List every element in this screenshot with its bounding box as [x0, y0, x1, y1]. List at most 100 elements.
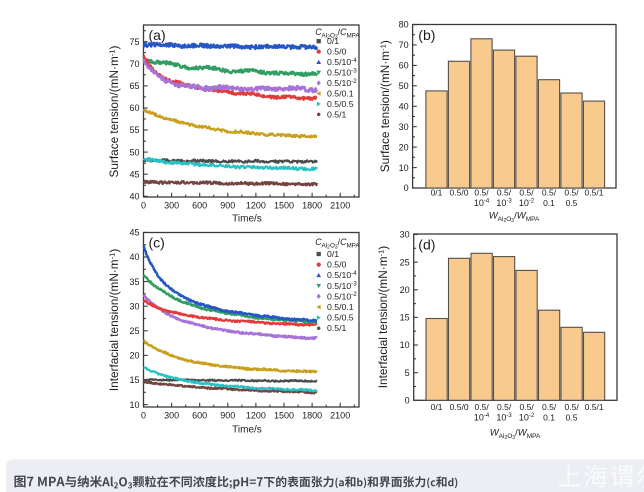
- svg-text:10: 10: [129, 400, 139, 410]
- svg-text:60: 60: [129, 103, 139, 113]
- svg-text:65: 65: [129, 81, 139, 91]
- svg-text:WAl2O3/WMPA: WAl2O3/WMPA: [490, 428, 541, 442]
- svg-text:10-2: 10-2: [519, 198, 535, 208]
- svg-text:0/1: 0/1: [431, 188, 443, 198]
- svg-text:40: 40: [129, 252, 139, 262]
- svg-text:20: 20: [399, 142, 409, 152]
- svg-text:Time/s: Time/s: [232, 214, 262, 225]
- svg-text:900: 900: [220, 201, 235, 211]
- svg-text:30: 30: [129, 301, 139, 311]
- svg-text:10-4: 10-4: [474, 198, 490, 208]
- svg-text:600: 600: [192, 411, 207, 421]
- svg-text:35: 35: [129, 277, 139, 287]
- svg-text:80: 80: [399, 20, 409, 30]
- svg-text:300: 300: [164, 201, 179, 211]
- svg-text:0/1: 0/1: [431, 402, 443, 412]
- svg-text:0/1: 0/1: [327, 36, 339, 46]
- svg-text:25: 25: [129, 326, 139, 336]
- svg-text:0.5/10-3: 0.5/10-3: [327, 281, 357, 291]
- svg-text:50: 50: [399, 81, 409, 91]
- svg-text:Surface tension/(mN·m-1): Surface tension/(mN·m-1): [107, 45, 121, 177]
- svg-text:45: 45: [129, 228, 139, 238]
- svg-text:1500: 1500: [274, 411, 294, 421]
- svg-text:30: 30: [400, 230, 410, 240]
- svg-text:10-2: 10-2: [519, 412, 535, 422]
- svg-text:40: 40: [399, 101, 409, 111]
- svg-text:0.5/: 0.5/: [474, 188, 489, 198]
- svg-text:0.5/: 0.5/: [542, 402, 557, 412]
- svg-text:0: 0: [404, 183, 409, 193]
- svg-text:20: 20: [129, 351, 139, 361]
- svg-text:WAl2O3/WMPA: WAl2O3/WMPA: [489, 211, 540, 225]
- svg-text:(d): (d): [418, 237, 435, 253]
- svg-text:2100: 2100: [330, 201, 350, 211]
- svg-text:1800: 1800: [302, 411, 322, 421]
- svg-text:0.5/: 0.5/: [475, 402, 490, 412]
- svg-text:5: 5: [405, 368, 410, 378]
- svg-text:15: 15: [400, 313, 410, 323]
- svg-text:0.5/10-4: 0.5/10-4: [327, 270, 357, 280]
- svg-text:10-3: 10-3: [496, 412, 512, 422]
- svg-text:0.5/10-2: 0.5/10-2: [327, 78, 357, 88]
- svg-text:0.1: 0.1: [543, 198, 555, 208]
- svg-text:Time/s: Time/s: [232, 425, 262, 436]
- svg-text:0.5/0: 0.5/0: [450, 188, 469, 198]
- svg-text:0.5/0: 0.5/0: [327, 47, 346, 57]
- svg-text:0.5/10-3: 0.5/10-3: [327, 67, 357, 77]
- svg-text:0.5/10-2: 0.5/10-2: [327, 291, 357, 301]
- svg-text:1200: 1200: [246, 411, 266, 421]
- svg-text:0.5/: 0.5/: [519, 188, 534, 198]
- svg-text:75: 75: [129, 37, 139, 47]
- svg-text:40: 40: [129, 192, 139, 202]
- svg-text:0: 0: [405, 396, 410, 406]
- svg-text:0/1: 0/1: [327, 249, 339, 259]
- svg-text:300: 300: [164, 411, 179, 421]
- svg-text:15: 15: [129, 375, 139, 385]
- svg-text:20: 20: [400, 285, 410, 295]
- svg-text:60: 60: [399, 61, 409, 71]
- svg-text:70: 70: [129, 59, 139, 69]
- svg-text:0.5/: 0.5/: [564, 188, 579, 198]
- svg-text:0: 0: [141, 411, 146, 421]
- svg-text:0.5/1: 0.5/1: [585, 188, 604, 198]
- svg-text:0.5/10-4: 0.5/10-4: [327, 57, 357, 67]
- svg-text:10-3: 10-3: [496, 198, 512, 208]
- svg-text:0.5/1: 0.5/1: [327, 109, 346, 119]
- svg-text:2100: 2100: [330, 411, 350, 421]
- svg-text:0.5/0.1: 0.5/0.1: [327, 302, 354, 312]
- svg-text:0: 0: [141, 201, 146, 211]
- svg-text:0.5/: 0.5/: [520, 402, 535, 412]
- svg-text:0.1: 0.1: [543, 412, 555, 422]
- svg-text:1500: 1500: [274, 201, 294, 211]
- svg-text:25: 25: [400, 257, 410, 267]
- svg-text:0.5: 0.5: [566, 412, 578, 422]
- svg-text:0.5/0: 0.5/0: [327, 260, 346, 270]
- svg-text:0.5/1: 0.5/1: [327, 323, 346, 333]
- svg-text:55: 55: [129, 125, 139, 135]
- svg-text:Interfacial tension/(mN·m-1): Interfacial tension/(mN·m-1): [376, 246, 390, 389]
- svg-text:1200: 1200: [246, 201, 266, 211]
- svg-text:0.5/1: 0.5/1: [585, 402, 604, 412]
- svg-text:10: 10: [399, 163, 409, 173]
- svg-text:10: 10: [400, 340, 410, 350]
- svg-text:(b): (b): [418, 27, 435, 43]
- svg-text:0.5: 0.5: [566, 198, 578, 208]
- svg-text:0.5/0.1: 0.5/0.1: [327, 88, 354, 98]
- svg-text:0.5/0.5: 0.5/0.5: [327, 313, 354, 323]
- svg-text:0.5/: 0.5/: [565, 402, 580, 412]
- svg-text:45: 45: [129, 169, 139, 179]
- svg-text:70: 70: [399, 40, 409, 50]
- svg-text:0.5/: 0.5/: [497, 402, 512, 412]
- svg-text:(a): (a): [149, 27, 166, 43]
- svg-text:0.5/: 0.5/: [542, 188, 557, 198]
- svg-text:30: 30: [399, 122, 409, 132]
- svg-text:0.5/0.5: 0.5/0.5: [327, 99, 354, 109]
- svg-text:600: 600: [192, 201, 207, 211]
- svg-text:1800: 1800: [302, 201, 322, 211]
- svg-text:0.5/: 0.5/: [497, 188, 512, 198]
- svg-text:50: 50: [129, 147, 139, 157]
- svg-text:0.5/0: 0.5/0: [450, 402, 469, 412]
- svg-text:10-4: 10-4: [474, 412, 490, 422]
- svg-text:900: 900: [220, 411, 235, 421]
- svg-text:(c): (c): [149, 235, 165, 251]
